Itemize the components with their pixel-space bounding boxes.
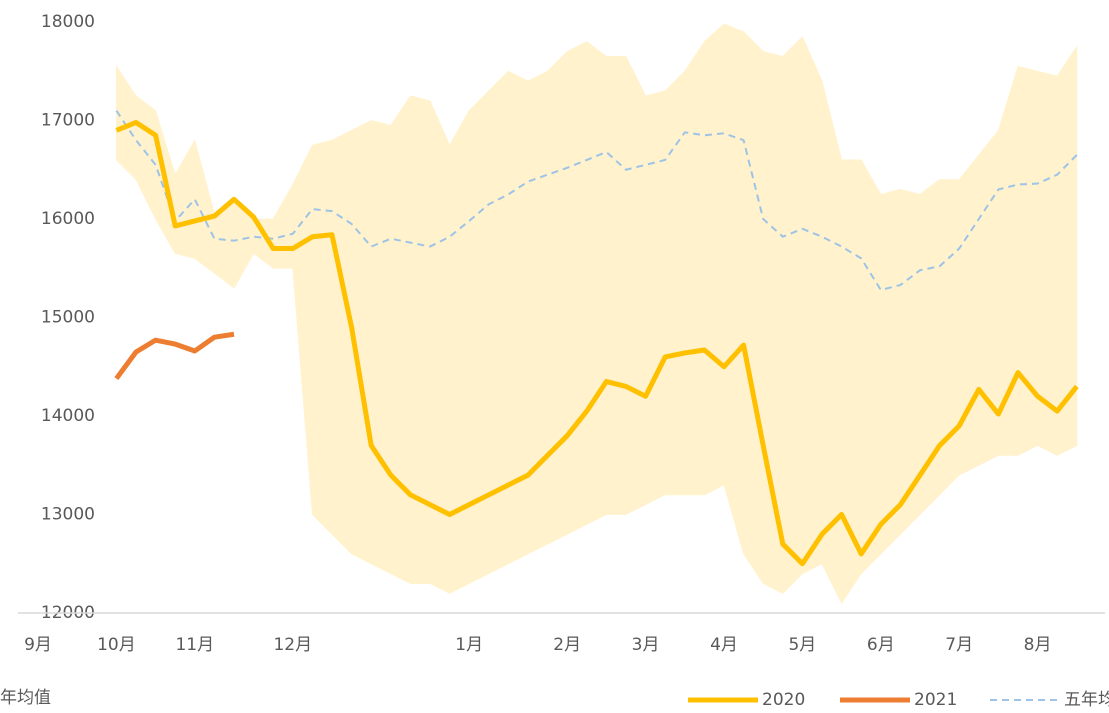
range-band — [1017, 65, 1038, 457]
x-tick-label: 5月 — [788, 635, 816, 655]
x-tick-label: 8月 — [1024, 635, 1052, 655]
range-band — [409, 95, 431, 584]
x-tick-label: 4月 — [710, 635, 738, 655]
range-band — [429, 100, 451, 594]
range-band — [880, 188, 901, 555]
range-band — [704, 23, 725, 496]
series-line — [114, 331, 235, 381]
legend-label: 2021 — [914, 690, 957, 710]
y-tick-label: 17000 — [41, 111, 95, 131]
legend-wrap-text: 年均值 — [0, 688, 51, 708]
range-band — [606, 56, 627, 515]
range-band — [194, 140, 215, 274]
range-band — [802, 36, 823, 575]
x-tick-label: 3月 — [632, 635, 660, 655]
range-band — [782, 35, 803, 595]
range-band — [566, 41, 588, 535]
range-band — [547, 50, 568, 545]
range-band — [507, 70, 529, 565]
legend-label: 2020 — [762, 690, 805, 710]
range-band — [292, 144, 313, 515]
series-line — [115, 119, 1079, 567]
range-band — [390, 94, 411, 585]
range-band — [958, 153, 980, 476]
y-tick-label: 15000 — [41, 308, 95, 328]
range-band — [1056, 45, 1078, 457]
x-tick-label: 2月 — [553, 635, 581, 655]
range-band — [684, 40, 705, 496]
x-tick-label: 1月 — [455, 635, 483, 655]
range-band — [468, 89, 490, 585]
range-band — [743, 30, 764, 585]
y-tick-label: 18000 — [41, 12, 95, 32]
series-line — [115, 110, 1078, 291]
range-band — [311, 139, 333, 536]
x-tick-label: 6月 — [867, 635, 895, 655]
y-tick-label: 14000 — [41, 406, 95, 426]
range-band — [625, 56, 646, 516]
range-band — [488, 70, 509, 575]
range-band — [331, 129, 353, 555]
range-band — [762, 51, 784, 594]
range-band — [860, 158, 882, 575]
range-band — [135, 95, 157, 220]
x-tick-label: 12月 — [273, 635, 312, 655]
range-band — [174, 138, 196, 259]
range-band — [527, 70, 548, 555]
range-band — [645, 90, 666, 506]
range-band — [978, 129, 999, 466]
legend-label: 五年均值 — [1064, 690, 1109, 710]
range-band — [586, 40, 607, 525]
x-tick-label: 9月 — [24, 635, 52, 655]
y-tick-label: 16000 — [41, 209, 95, 229]
x-tick-label: 7月 — [945, 635, 973, 655]
x-tick-label: 11月 — [175, 635, 214, 655]
range-band — [723, 23, 744, 555]
range-band — [272, 183, 294, 269]
y-tick-label: 13000 — [41, 505, 95, 525]
range-band — [370, 119, 392, 575]
range-band — [449, 109, 470, 594]
range-band — [664, 70, 686, 496]
range-band — [939, 179, 960, 496]
x-tick-label: 10月 — [97, 635, 136, 655]
